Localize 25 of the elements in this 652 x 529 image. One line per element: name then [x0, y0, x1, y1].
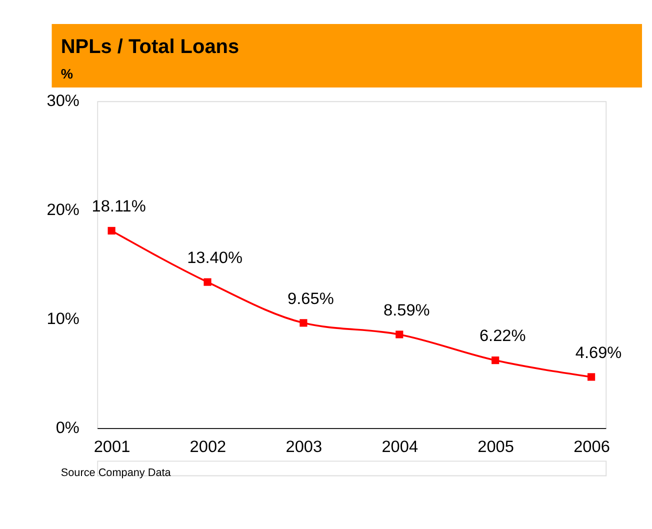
x-tick-label: 2006 [574, 438, 610, 456]
data-label: 9.65% [288, 290, 334, 308]
x-tick-label: 2001 [94, 438, 130, 456]
point [492, 356, 500, 364]
point [587, 373, 596, 381]
point [204, 278, 212, 286]
point [300, 319, 308, 327]
chart-subtitle: % [60, 66, 73, 82]
data-label: 4.69% [575, 344, 622, 362]
x-tick-label: 2004 [382, 438, 418, 456]
data-label: 13.40% [187, 248, 242, 267]
x-tick-label: 2005 [478, 438, 514, 456]
x-tick-label: 2003 [286, 438, 322, 456]
source-note: Source Company Data [60, 467, 172, 480]
data-label: 18.11% [92, 198, 146, 216]
y-tick-label: 20% [46, 201, 80, 220]
y-tick-label: 0% [56, 419, 80, 438]
y-tick-label: 30% [46, 92, 80, 110]
y-tick-label: 10% [46, 310, 80, 328]
data-label: 6.22% [479, 327, 526, 346]
x-tick-label: 2002 [190, 438, 226, 456]
point [108, 226, 116, 235]
point [396, 330, 404, 338]
data-label: 8.59% [384, 301, 430, 320]
chart-title: NPLs / Total Loans [60, 36, 240, 58]
